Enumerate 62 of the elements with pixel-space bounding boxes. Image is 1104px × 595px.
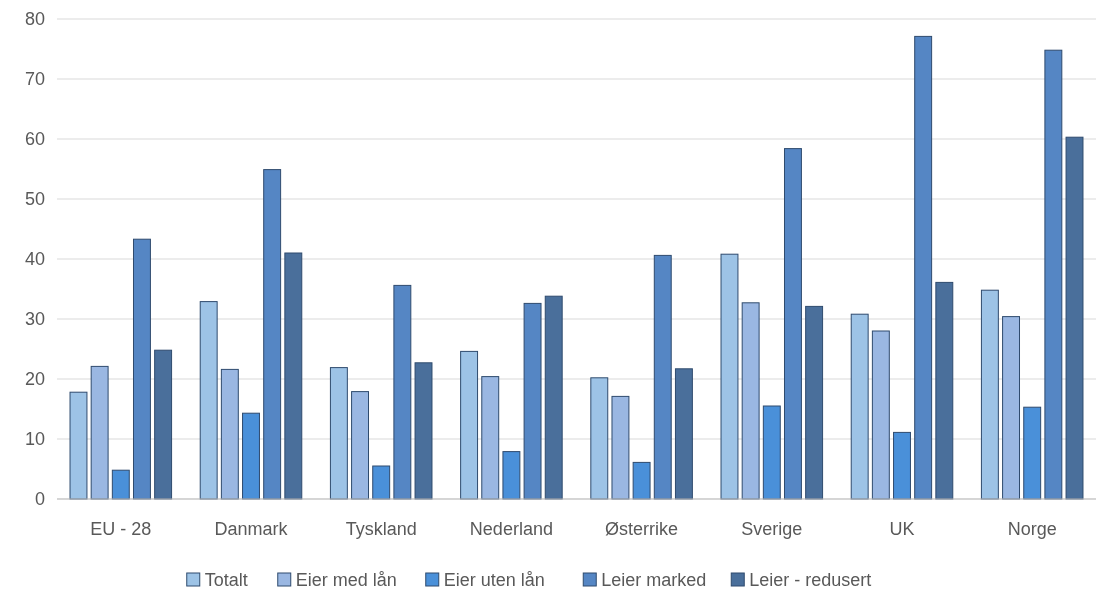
bar <box>523 302 542 500</box>
bar <box>199 301 218 500</box>
bar <box>351 391 370 500</box>
bar <box>935 281 954 500</box>
legend-label: Totalt <box>204 569 248 590</box>
bar <box>850 313 869 500</box>
y-tick-label: 70 <box>24 69 45 90</box>
bar <box>284 252 303 500</box>
x-tick-label: Danmark <box>214 519 289 539</box>
bar <box>871 330 890 500</box>
bar <box>611 395 630 500</box>
bar <box>154 349 173 500</box>
y-tick-label: 60 <box>24 129 45 150</box>
bar <box>414 362 433 500</box>
bar <box>914 35 933 500</box>
bar <box>220 368 239 500</box>
legend-label: Eier uten lån <box>443 569 545 590</box>
bar <box>544 295 563 500</box>
bar <box>1002 316 1021 500</box>
bar <box>720 253 739 500</box>
bar <box>329 367 348 500</box>
bar <box>590 377 609 500</box>
bar <box>69 391 88 500</box>
legend-label: Leier - redusert <box>749 569 872 590</box>
bar <box>372 465 391 500</box>
bar <box>242 412 260 500</box>
bar <box>460 350 479 500</box>
x-tick-label: Norge <box>1007 519 1057 539</box>
bar <box>632 461 651 500</box>
bar <box>132 238 151 500</box>
bar <box>481 376 500 500</box>
x-tick-label: Sverige <box>741 519 803 539</box>
y-tick-label: 80 <box>24 9 45 30</box>
y-tick-label: 10 <box>24 429 45 450</box>
legend-label: Leier marked <box>601 569 707 590</box>
bar <box>762 405 781 500</box>
bar <box>784 148 802 500</box>
bar <box>741 302 760 500</box>
y-tick-label: 30 <box>24 309 45 330</box>
x-tick-label: Tyskland <box>345 519 417 539</box>
bar <box>502 451 521 500</box>
y-tick-label: 20 <box>24 369 45 390</box>
bar <box>674 368 693 500</box>
x-tick-label: Nederland <box>469 519 553 539</box>
bar <box>1023 406 1042 500</box>
bar <box>1065 136 1084 500</box>
y-tick-label: 0 <box>34 489 45 510</box>
bar <box>805 305 824 500</box>
bar <box>653 254 672 500</box>
legend-label: Eier med lån <box>295 569 397 590</box>
bar <box>1044 49 1063 500</box>
bar <box>980 289 999 500</box>
x-tick-label: UK <box>889 519 915 539</box>
bar <box>263 169 282 500</box>
x-tick-label: Østerrike <box>605 519 679 539</box>
x-tick-label: EU - 28 <box>90 519 152 539</box>
bar <box>90 365 109 500</box>
bar <box>393 284 412 500</box>
bar <box>111 469 130 500</box>
y-tick-label: 40 <box>24 249 45 270</box>
bar <box>893 431 911 500</box>
y-tick-label: 50 <box>24 189 45 210</box>
